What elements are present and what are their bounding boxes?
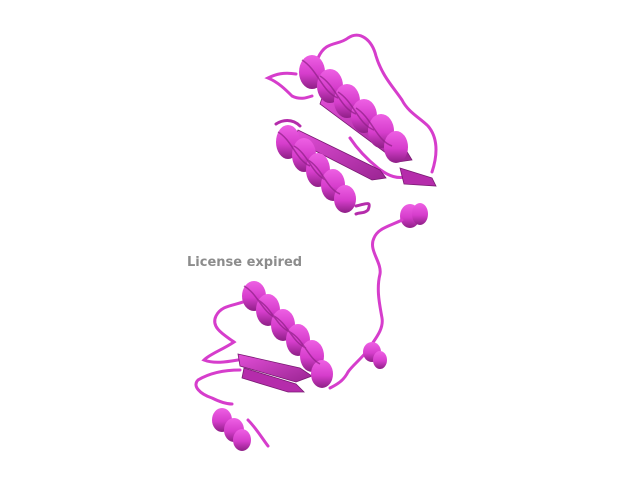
loop-coil <box>348 136 412 180</box>
upper-domain <box>264 33 438 228</box>
loop-coil <box>246 418 270 448</box>
linker-coil <box>328 218 404 390</box>
alpha-helix <box>363 342 387 369</box>
alpha-helix <box>212 408 251 451</box>
loop-coil <box>316 33 438 174</box>
loop-coil <box>354 202 371 216</box>
alpha-helix <box>299 55 408 163</box>
alpha-helix <box>276 125 356 213</box>
beta-strand <box>241 367 305 393</box>
alpha-helix <box>242 281 333 388</box>
license-watermark: License expired <box>187 255 303 270</box>
loop-coil <box>264 71 314 100</box>
beta-strand <box>399 167 437 187</box>
loop-coil <box>201 298 250 364</box>
loop-coil <box>194 368 242 406</box>
beta-strand <box>237 353 313 383</box>
loop-coil <box>274 119 302 128</box>
lower-domain <box>194 281 333 451</box>
alpha-helix <box>400 203 428 228</box>
